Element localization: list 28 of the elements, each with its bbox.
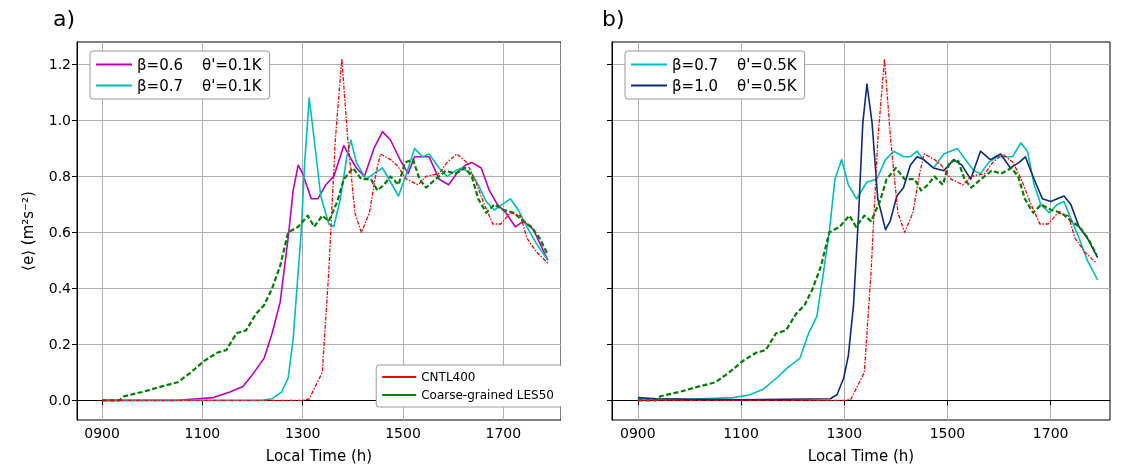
- x-tick-label: 1700: [485, 425, 522, 441]
- x-tick-label: 1500: [929, 425, 966, 441]
- y-tick-label: 1.2: [48, 56, 71, 73]
- x-tick-label: 1100: [723, 425, 759, 441]
- x-axis-title: Local Time (h): [807, 446, 915, 465]
- x-tick-label: 0900: [619, 425, 656, 441]
- x-tick-label: 1300: [284, 425, 321, 441]
- y-tick-label: 0.6: [48, 224, 72, 241]
- chart-title: a): [53, 5, 76, 31]
- y-tick-label: 0.4: [48, 280, 72, 297]
- x-tick-label: 1300: [826, 425, 863, 441]
- legend-label: β=1.0 θ'=0.5K: [672, 76, 798, 95]
- legend-label: CNTL400: [421, 370, 476, 384]
- x-tick-label: 1100: [184, 425, 221, 441]
- x-axis-title: Local Time (h): [265, 446, 373, 465]
- y-tick-label: 0.2: [48, 336, 71, 353]
- y-axis-title: ⟨e⟩ (m²s⁻²): [18, 191, 37, 271]
- y-tick-label: 0.0: [48, 392, 71, 409]
- x-tick-label: 1700: [1032, 425, 1069, 441]
- y-tick-label: 0.8: [48, 168, 71, 185]
- legend-label: β=0.6 θ'=0.1K: [137, 55, 263, 74]
- legend-label: Coarse-grained LES50: [421, 388, 555, 402]
- legend-label: β=0.7 θ'=0.1K: [137, 76, 263, 95]
- chart-title: b): [602, 5, 625, 31]
- y-tick-label: 1.0: [48, 112, 71, 129]
- x-tick-label: 0900: [84, 425, 120, 441]
- legend-label: β=0.7 θ'=0.5K: [672, 55, 798, 74]
- x-tick-label: 1500: [385, 425, 421, 441]
